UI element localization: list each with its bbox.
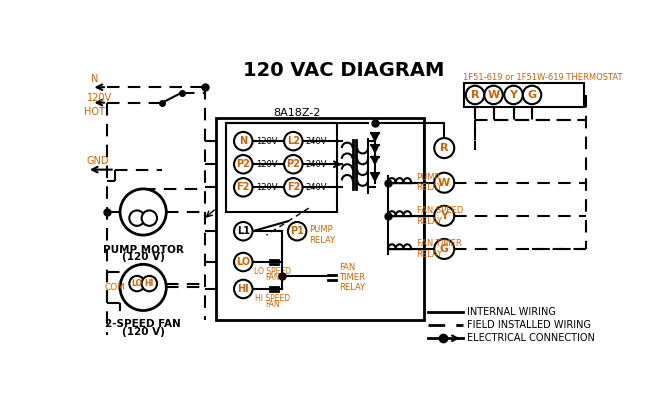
Circle shape	[120, 264, 166, 310]
Bar	[126, 218, 160, 228]
Circle shape	[284, 132, 303, 150]
Bar	[126, 294, 160, 303]
Circle shape	[234, 155, 253, 173]
Circle shape	[288, 222, 306, 241]
Text: Y: Y	[510, 90, 517, 100]
Text: FAN SPEED
RELAY: FAN SPEED RELAY	[417, 206, 463, 225]
Text: HI: HI	[145, 279, 154, 288]
Text: L1: L1	[237, 226, 250, 236]
Polygon shape	[371, 157, 379, 164]
Text: R: R	[471, 90, 479, 100]
Text: FIELD INSTALLED WIRING: FIELD INSTALLED WIRING	[466, 320, 590, 330]
Text: LO: LO	[237, 257, 251, 267]
Text: G: G	[440, 244, 449, 254]
Bar	[226, 124, 337, 212]
Text: INTERNAL WIRING: INTERNAL WIRING	[466, 307, 555, 317]
Text: P2: P2	[286, 159, 300, 169]
Text: HI SPEED: HI SPEED	[255, 294, 290, 303]
Text: L2: L2	[287, 136, 300, 146]
Circle shape	[234, 178, 253, 197]
Circle shape	[434, 206, 454, 226]
Text: W: W	[438, 178, 450, 188]
Circle shape	[234, 253, 253, 271]
Text: W: W	[487, 90, 500, 100]
Text: FAN TIMER
RELAY: FAN TIMER RELAY	[417, 239, 461, 259]
Circle shape	[523, 86, 541, 104]
Text: (120 V): (120 V)	[122, 252, 165, 262]
Circle shape	[234, 132, 253, 150]
Text: 240V: 240V	[306, 160, 327, 169]
Text: FAN: FAN	[265, 300, 280, 309]
Bar	[464, 83, 584, 107]
Text: 1F51-619 or 1F51W-619 THERMOSTAT: 1F51-619 or 1F51W-619 THERMOSTAT	[463, 73, 622, 82]
Bar	[216, 118, 424, 320]
Circle shape	[466, 86, 484, 104]
Text: Y: Y	[440, 211, 448, 221]
Circle shape	[434, 138, 454, 158]
Circle shape	[234, 280, 253, 298]
Text: F2: F2	[237, 182, 250, 192]
Circle shape	[141, 210, 157, 226]
Circle shape	[284, 155, 303, 173]
Circle shape	[234, 222, 253, 241]
Text: FAN
TIMER
RELAY: FAN TIMER RELAY	[340, 263, 366, 292]
Text: ELECTRICAL CONNECTION: ELECTRICAL CONNECTION	[466, 333, 594, 343]
Circle shape	[129, 210, 145, 226]
Polygon shape	[371, 133, 379, 141]
Circle shape	[434, 239, 454, 259]
Text: GND: GND	[87, 156, 109, 166]
Text: 2-SPEED FAN: 2-SPEED FAN	[105, 319, 181, 329]
Text: (120 V): (120 V)	[122, 327, 165, 337]
Text: HOT: HOT	[84, 107, 105, 117]
Text: PUMP
RELAY: PUMP RELAY	[310, 225, 336, 245]
Text: 240V: 240V	[306, 137, 327, 146]
Text: 120V: 120V	[87, 93, 112, 103]
Circle shape	[505, 86, 523, 104]
Text: N: N	[239, 136, 247, 146]
Circle shape	[141, 276, 157, 291]
Polygon shape	[371, 173, 379, 181]
Circle shape	[434, 173, 454, 193]
Text: LO: LO	[131, 279, 143, 288]
Text: HI: HI	[237, 284, 249, 294]
Text: R: R	[440, 143, 448, 153]
Text: F2: F2	[287, 182, 300, 192]
Text: PUMP MOTOR: PUMP MOTOR	[103, 245, 184, 255]
Circle shape	[284, 178, 303, 197]
Text: P1: P1	[290, 226, 304, 236]
Text: LO SPEED: LO SPEED	[254, 267, 291, 276]
Circle shape	[484, 86, 502, 104]
Polygon shape	[371, 145, 379, 153]
Text: P2: P2	[237, 159, 250, 169]
Circle shape	[120, 189, 166, 235]
Text: 120 VAC DIAGRAM: 120 VAC DIAGRAM	[243, 61, 444, 80]
Circle shape	[129, 276, 145, 291]
Text: PUMP
RELAY: PUMP RELAY	[417, 173, 443, 192]
Text: FAN: FAN	[265, 273, 280, 282]
Text: 120V: 120V	[255, 160, 277, 169]
Text: 240V: 240V	[306, 183, 327, 192]
Text: 120V: 120V	[255, 183, 277, 192]
Text: COM: COM	[105, 283, 126, 292]
Text: G: G	[527, 90, 537, 100]
Text: N: N	[91, 74, 98, 84]
Text: 120V: 120V	[255, 137, 277, 146]
Text: 8A18Z-2: 8A18Z-2	[273, 109, 321, 119]
